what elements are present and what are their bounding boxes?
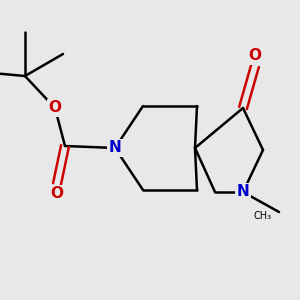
Text: O: O bbox=[50, 187, 64, 202]
Text: O: O bbox=[49, 100, 62, 116]
Text: O: O bbox=[248, 49, 262, 64]
Text: N: N bbox=[237, 184, 249, 200]
Text: CH₃: CH₃ bbox=[253, 211, 271, 221]
Text: N: N bbox=[109, 140, 122, 155]
